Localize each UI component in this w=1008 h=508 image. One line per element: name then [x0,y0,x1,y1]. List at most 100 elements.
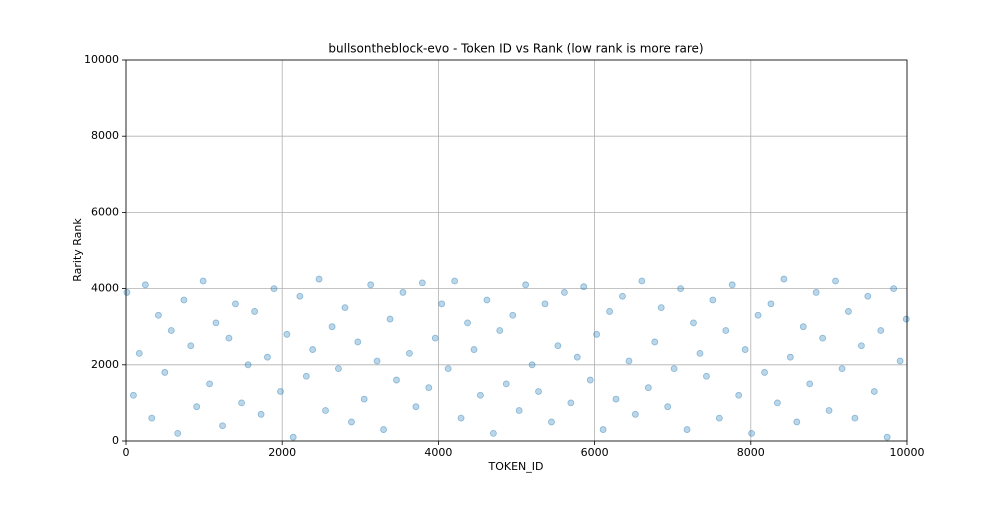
point [573,353,581,361]
x-tick-label: 8000 [737,446,765,459]
point [167,327,175,334]
point [296,292,304,300]
point [599,426,607,433]
point [489,429,497,437]
point [464,319,471,327]
point [683,426,691,433]
point [883,433,891,441]
point [283,330,291,338]
point [541,300,549,308]
point [438,300,446,308]
point [380,426,387,433]
point [754,311,762,319]
point [774,399,781,407]
point [670,365,678,373]
point [219,422,226,430]
point [593,330,601,338]
point [393,376,400,384]
point [180,296,188,304]
point [502,380,510,388]
point [715,414,723,422]
point [135,349,143,357]
point [257,410,265,418]
point [877,327,885,334]
y-axis-label: Rarity Rank [71,218,84,282]
point [748,429,755,437]
y-tick-label: 10000 [84,53,119,66]
plot-frame [125,59,908,442]
point [657,304,665,312]
point [335,365,342,373]
point [141,281,149,289]
point [580,283,588,291]
point [457,414,465,422]
x-tick-label: 2000 [268,446,296,459]
point [799,323,807,331]
point [328,323,336,331]
point [470,346,478,353]
point [289,433,297,441]
point [277,388,284,395]
points [123,275,910,441]
point [812,289,820,296]
point [373,357,381,365]
point [238,399,245,407]
point [322,407,329,414]
point [406,349,413,357]
point [418,279,426,287]
point [644,384,652,392]
point [890,285,898,293]
point [509,311,517,319]
point [696,349,704,357]
y-tick-label: 2000 [91,358,119,371]
point [193,403,201,411]
point [270,285,278,293]
point [412,403,420,411]
point [148,414,156,422]
point [793,418,801,426]
point [690,319,697,327]
point [767,300,775,308]
point [651,338,659,346]
point [864,292,872,300]
point [264,353,271,361]
point [315,275,323,283]
point [806,380,814,388]
point [386,315,394,323]
point [819,334,827,342]
point [251,308,259,315]
point [722,327,730,334]
point [728,281,736,289]
point [348,418,355,426]
point [638,277,646,285]
point [309,346,317,353]
point [741,346,749,353]
point [586,376,594,384]
point [612,395,620,403]
point [825,407,833,414]
point [845,308,852,315]
point [522,281,530,289]
point [631,410,639,418]
x-tick-label: 6000 [581,446,609,459]
point [302,372,310,380]
chart-title: bullsontheblock-evo - Token ID vs Rank (… [328,42,703,56]
point [548,418,555,426]
point [187,342,195,350]
point [496,327,504,334]
point [554,342,562,350]
point [174,429,182,437]
point [354,338,362,346]
point [425,384,433,392]
point [851,414,859,422]
point [896,357,904,365]
point [857,342,865,350]
point [123,289,131,296]
point [677,285,684,293]
point [477,391,484,399]
point [709,296,717,304]
x-tick-label: 4000 [424,446,452,459]
point [761,369,768,376]
